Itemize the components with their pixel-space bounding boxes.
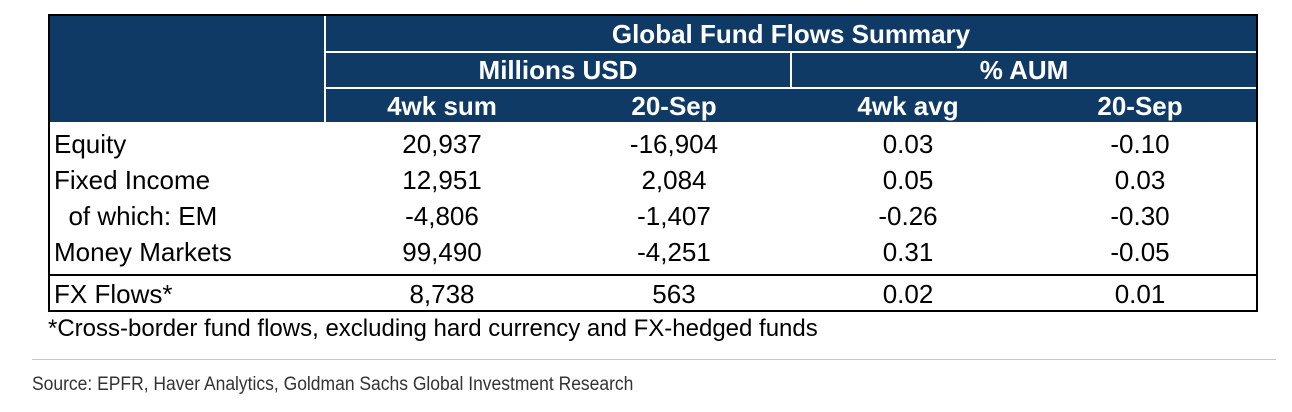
cell-20-sep-aum: 0.03 bbox=[1114, 165, 1166, 195]
cell-4wk-sum: 12,951 bbox=[402, 165, 482, 195]
cell-20-sep-aum: -0.30 bbox=[1110, 201, 1170, 231]
group-header-pct-aum: % AUM bbox=[979, 55, 1069, 85]
header-divider-title bbox=[326, 51, 1256, 53]
row-label: Money Markets bbox=[54, 237, 232, 267]
cell-20-sep-usd: -1,407 bbox=[637, 201, 711, 231]
cell-4wk-sum: 20,937 bbox=[402, 129, 482, 159]
cell-4wk-avg: 0.31 bbox=[882, 237, 934, 267]
source-divider bbox=[32, 359, 1276, 360]
cell-20-sep-usd: 2,084 bbox=[641, 165, 707, 195]
cell-4wk-sum: 99,490 bbox=[402, 237, 482, 267]
cell-20-sep-usd: -16,904 bbox=[629, 129, 719, 159]
cell-20-sep-aum: -0.05 bbox=[1110, 237, 1170, 267]
row-label: Fixed Income bbox=[54, 165, 211, 195]
cell-4wk-avg: 0.03 bbox=[882, 129, 934, 159]
table-row-of-which-em: of which: EM -4,806 -1,407 -0.26 -0.30 bbox=[50, 198, 1256, 234]
fx-row-divider bbox=[50, 274, 1256, 276]
header-divider-left bbox=[324, 16, 326, 122]
table-row-fixed-income: Fixed Income 12,951 2,084 0.05 0.03 bbox=[50, 162, 1256, 198]
cell-20-sep-aum: 0.01 bbox=[1114, 279, 1166, 309]
fund-flows-table: Global Fund Flows Summary Millions USD %… bbox=[48, 14, 1258, 312]
row-label: of which: EM bbox=[54, 201, 218, 231]
column-header-4wk-sum: 4wk sum bbox=[387, 91, 497, 121]
table-row-equity: Equity 20,937 -16,904 0.03 -0.10 bbox=[50, 126, 1256, 162]
table-title: Global Fund Flows Summary bbox=[611, 19, 971, 49]
cell-20-sep-usd: 563 bbox=[652, 279, 696, 309]
table-row-money-markets: Money Markets 99,490 -4,251 0.31 -0.05 bbox=[50, 234, 1256, 270]
column-header-20-sep-aum: 20-Sep bbox=[1097, 91, 1183, 121]
table-footnote: *Cross-border fund flows, excluding hard… bbox=[48, 315, 818, 342]
cell-4wk-sum: -4,806 bbox=[405, 201, 479, 231]
row-label: Equity bbox=[54, 129, 127, 159]
cell-4wk-sum: 8,738 bbox=[409, 279, 475, 309]
table-row-fx-flows: FX Flows* 8,738 563 0.02 0.01 bbox=[50, 276, 1256, 310]
cell-4wk-avg: -0.26 bbox=[878, 201, 938, 231]
column-header-20-sep-usd: 20-Sep bbox=[631, 91, 717, 121]
header-divider-groups-mid bbox=[790, 53, 792, 89]
row-label: FX Flows* bbox=[54, 279, 173, 309]
source-note: Source: EPFR, Haver Analytics, Goldman S… bbox=[32, 374, 634, 395]
cell-20-sep-aum: -0.10 bbox=[1110, 129, 1170, 159]
table-header: Global Fund Flows Summary Millions USD %… bbox=[50, 16, 1256, 122]
cell-4wk-avg: 0.02 bbox=[882, 279, 934, 309]
cell-4wk-avg: 0.05 bbox=[882, 165, 934, 195]
cell-20-sep-usd: -4,251 bbox=[637, 237, 711, 267]
group-header-millions-usd: Millions USD bbox=[478, 55, 638, 85]
column-header-4wk-avg: 4wk avg bbox=[857, 91, 959, 121]
